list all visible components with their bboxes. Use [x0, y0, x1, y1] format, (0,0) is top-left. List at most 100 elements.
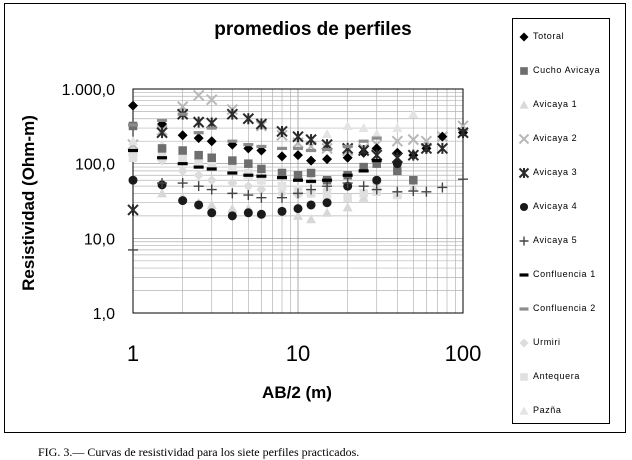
data-point — [322, 181, 333, 192]
data-point — [206, 136, 217, 147]
data-point — [157, 144, 167, 153]
chart-frame — [4, 3, 626, 433]
data-point — [257, 164, 266, 174]
legend-marker — [518, 133, 530, 145]
data-point — [277, 176, 288, 180]
data-point — [206, 126, 217, 130]
data-point — [226, 108, 239, 120]
legend-label: Avicaya 1 — [533, 99, 578, 109]
legend-item: Avicaya 1 — [513, 96, 611, 114]
data-point — [277, 146, 288, 151]
y-axis-label: Resistividad (Ohm-m) — [19, 115, 38, 291]
legend-marker — [519, 236, 529, 246]
data-point — [392, 159, 402, 169]
data-point — [292, 130, 304, 143]
data-point — [343, 193, 352, 202]
legend-marker-icon — [519, 100, 529, 109]
legend-marker-icon — [519, 338, 529, 348]
data-point — [177, 178, 188, 189]
legend-label: Avicaya 5 — [533, 235, 578, 245]
data-point — [358, 123, 369, 133]
data-point — [256, 144, 267, 149]
data-point — [227, 178, 238, 189]
data-point — [177, 162, 188, 166]
data-point — [227, 211, 237, 221]
data-point — [342, 120, 353, 130]
y-tick-label: 1.000,0 — [62, 82, 115, 99]
data-point — [227, 162, 238, 172]
chart-title: promedios de perfiles — [214, 19, 411, 40]
data-point — [293, 204, 303, 214]
data-point — [293, 150, 303, 161]
data-point — [276, 125, 288, 138]
data-point — [322, 147, 333, 152]
data-point — [256, 184, 267, 195]
data-point — [128, 244, 138, 255]
legend-label: Avicaya 3 — [533, 167, 578, 177]
data-point — [322, 154, 333, 165]
data-point — [227, 188, 238, 199]
legend-marker-icon — [518, 133, 530, 145]
legend-item: Avicaya 4 — [513, 198, 611, 216]
data-point — [342, 152, 353, 163]
data-point — [243, 208, 253, 218]
data-point — [293, 178, 303, 182]
figure-caption: FIG. 3.— Curvas de resistividad para los… — [38, 445, 360, 459]
data-point — [243, 173, 254, 177]
data-point — [128, 136, 138, 146]
data-point — [193, 131, 204, 135]
data-point — [306, 155, 317, 166]
legend-item: Totoral — [513, 28, 611, 46]
data-point — [277, 151, 288, 162]
legend-item: Pazña — [513, 402, 611, 420]
data-point — [193, 165, 204, 169]
data-point — [157, 148, 167, 158]
data-point — [393, 166, 402, 176]
data-point — [371, 158, 382, 163]
data-point — [178, 196, 188, 206]
data-point — [293, 210, 303, 220]
data-point — [358, 181, 369, 192]
data-point — [371, 143, 382, 154]
data-point — [256, 175, 267, 185]
legend-item: Urmiri — [513, 334, 611, 352]
data-point — [277, 206, 287, 216]
data-point — [392, 123, 403, 133]
data-point — [306, 184, 317, 195]
y-tick-label: 100,0 — [75, 157, 115, 174]
legend-item: Cucho Avicaya — [513, 62, 611, 80]
data-point — [157, 188, 168, 198]
data-point — [243, 190, 254, 201]
legend-marker-icon — [519, 307, 529, 311]
legend-marker — [519, 100, 529, 109]
data-point — [193, 133, 204, 144]
legend-marker — [519, 202, 529, 212]
legend-marker-icon — [519, 236, 529, 246]
data-point — [371, 128, 382, 138]
data-point — [371, 184, 382, 195]
legend-item: Avicaya 2 — [513, 130, 611, 148]
legend-marker — [519, 307, 529, 311]
data-point — [420, 142, 433, 155]
legend: Totoral Cucho Avicaya Avicaya 1 Avicaya 2 Av… — [512, 18, 610, 424]
data-point — [358, 139, 369, 143]
legend-marker — [519, 273, 529, 277]
legend-item: Antequera — [513, 368, 611, 386]
data-point — [293, 188, 303, 199]
data-point — [255, 118, 268, 130]
legend-marker-icon — [520, 67, 528, 75]
legend-marker-icon — [519, 32, 529, 42]
data-point — [243, 181, 254, 192]
data-point — [371, 149, 383, 161]
data-point — [206, 93, 218, 106]
data-point — [437, 182, 448, 193]
data-point — [458, 174, 468, 185]
data-point — [372, 175, 382, 185]
data-point — [342, 144, 353, 149]
data-point — [207, 153, 216, 163]
data-point — [408, 186, 419, 197]
legend-marker — [520, 373, 528, 381]
plot-area-border — [132, 88, 464, 314]
series-avicaya-3 — [127, 108, 469, 216]
